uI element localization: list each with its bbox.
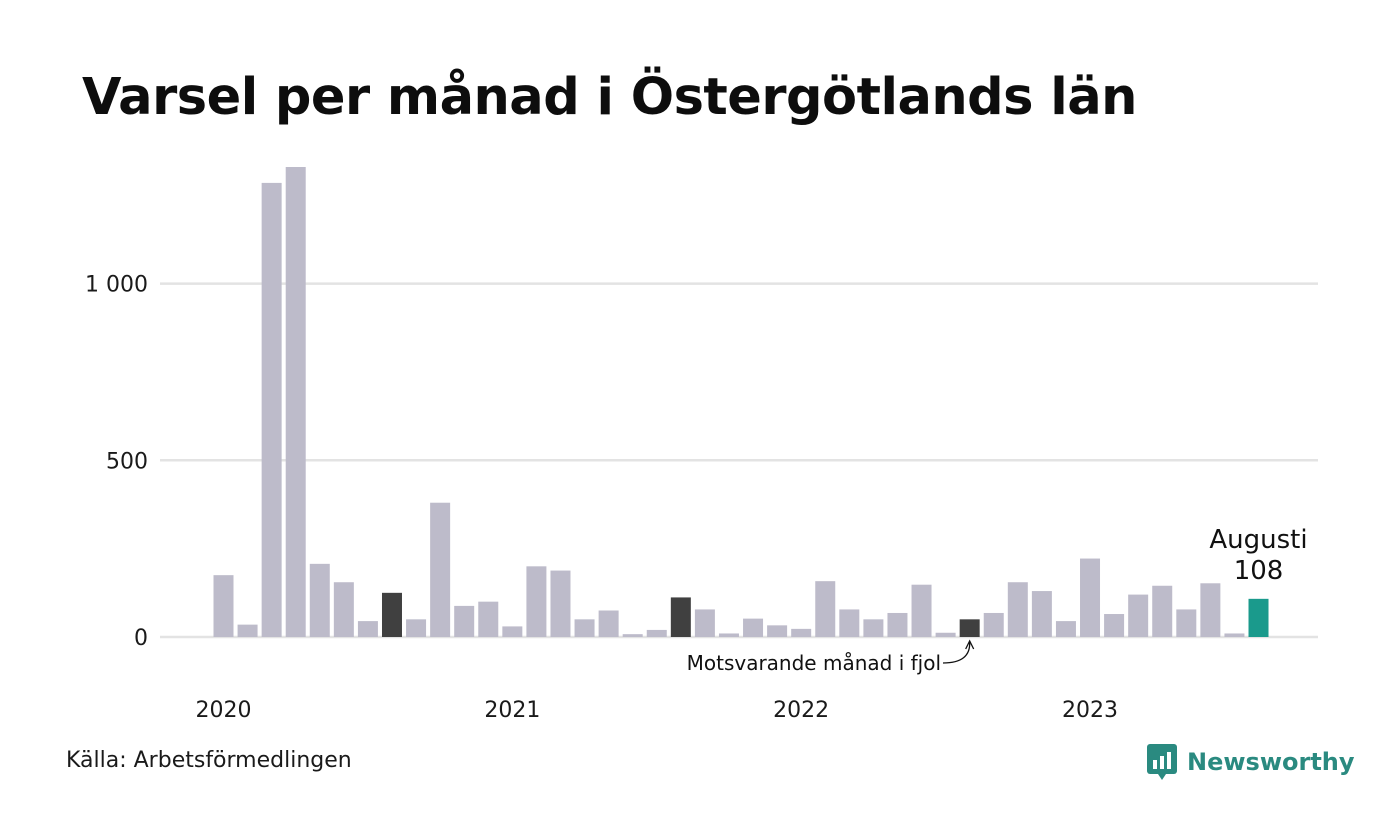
- bar: [694, 609, 715, 637]
- bar: [333, 582, 354, 637]
- previous-year-label: Motsvarande månad i fjol: [687, 651, 941, 675]
- current-month-label: Augusti: [1209, 525, 1307, 555]
- bar: [887, 612, 908, 637]
- bar: [718, 633, 739, 637]
- bar: [237, 624, 258, 637]
- bar: [839, 609, 860, 637]
- bar: [1104, 614, 1125, 637]
- x-tick-label: 2021: [484, 698, 540, 723]
- bar: [646, 629, 667, 637]
- bar: [550, 570, 571, 637]
- bar: [261, 182, 282, 637]
- bar: [1055, 621, 1076, 637]
- bar: [285, 167, 306, 637]
- bar: [1007, 582, 1028, 637]
- bar: [478, 601, 499, 637]
- logo-text: Newsworthy: [1187, 748, 1355, 776]
- bar: [1152, 585, 1173, 637]
- bar: [598, 610, 619, 637]
- bar: [454, 605, 475, 637]
- bar: [406, 619, 427, 637]
- x-tick-label: 2022: [773, 698, 829, 723]
- bar: [1224, 633, 1245, 637]
- bar: [670, 597, 691, 637]
- previous-year-arrow: [942, 641, 971, 664]
- previous-year-arrowhead: [965, 639, 975, 650]
- bar: [959, 619, 980, 637]
- bar: [1200, 583, 1221, 637]
- bar: [1031, 591, 1052, 637]
- bar: [767, 625, 788, 637]
- bar: [1248, 598, 1269, 637]
- source-label: Källa: Arbetsförmedlingen: [66, 748, 352, 773]
- newsworthy-logo: Newsworthy: [1147, 742, 1355, 782]
- x-tick-label: 2023: [1062, 698, 1118, 723]
- bar: [574, 619, 595, 637]
- bar: [1080, 558, 1101, 637]
- x-tick-label: 2020: [196, 698, 252, 723]
- newsworthy-logo-icon: [1147, 744, 1177, 780]
- bar: [502, 626, 523, 637]
- bar: [1176, 609, 1197, 637]
- bar: [983, 612, 1004, 637]
- bar: [743, 618, 764, 637]
- bar: [357, 621, 378, 637]
- bar: [935, 632, 956, 637]
- chart-title: Varsel per månad i Östergötlands län: [82, 68, 1138, 127]
- bar: [911, 584, 932, 637]
- bar: [791, 628, 812, 637]
- bar: [526, 566, 547, 637]
- bar: [622, 634, 643, 637]
- y-tick-label: 500: [106, 449, 148, 474]
- bar: [381, 592, 402, 637]
- y-tick-label: 1 000: [85, 273, 148, 298]
- bar: [213, 575, 234, 637]
- y-tick-label: 0: [134, 626, 148, 651]
- bar: [309, 563, 330, 637]
- bar: [815, 581, 836, 637]
- bar: [430, 502, 451, 637]
- bar: [863, 619, 884, 637]
- bar: [1128, 594, 1149, 637]
- current-value-label: 108: [1234, 556, 1284, 586]
